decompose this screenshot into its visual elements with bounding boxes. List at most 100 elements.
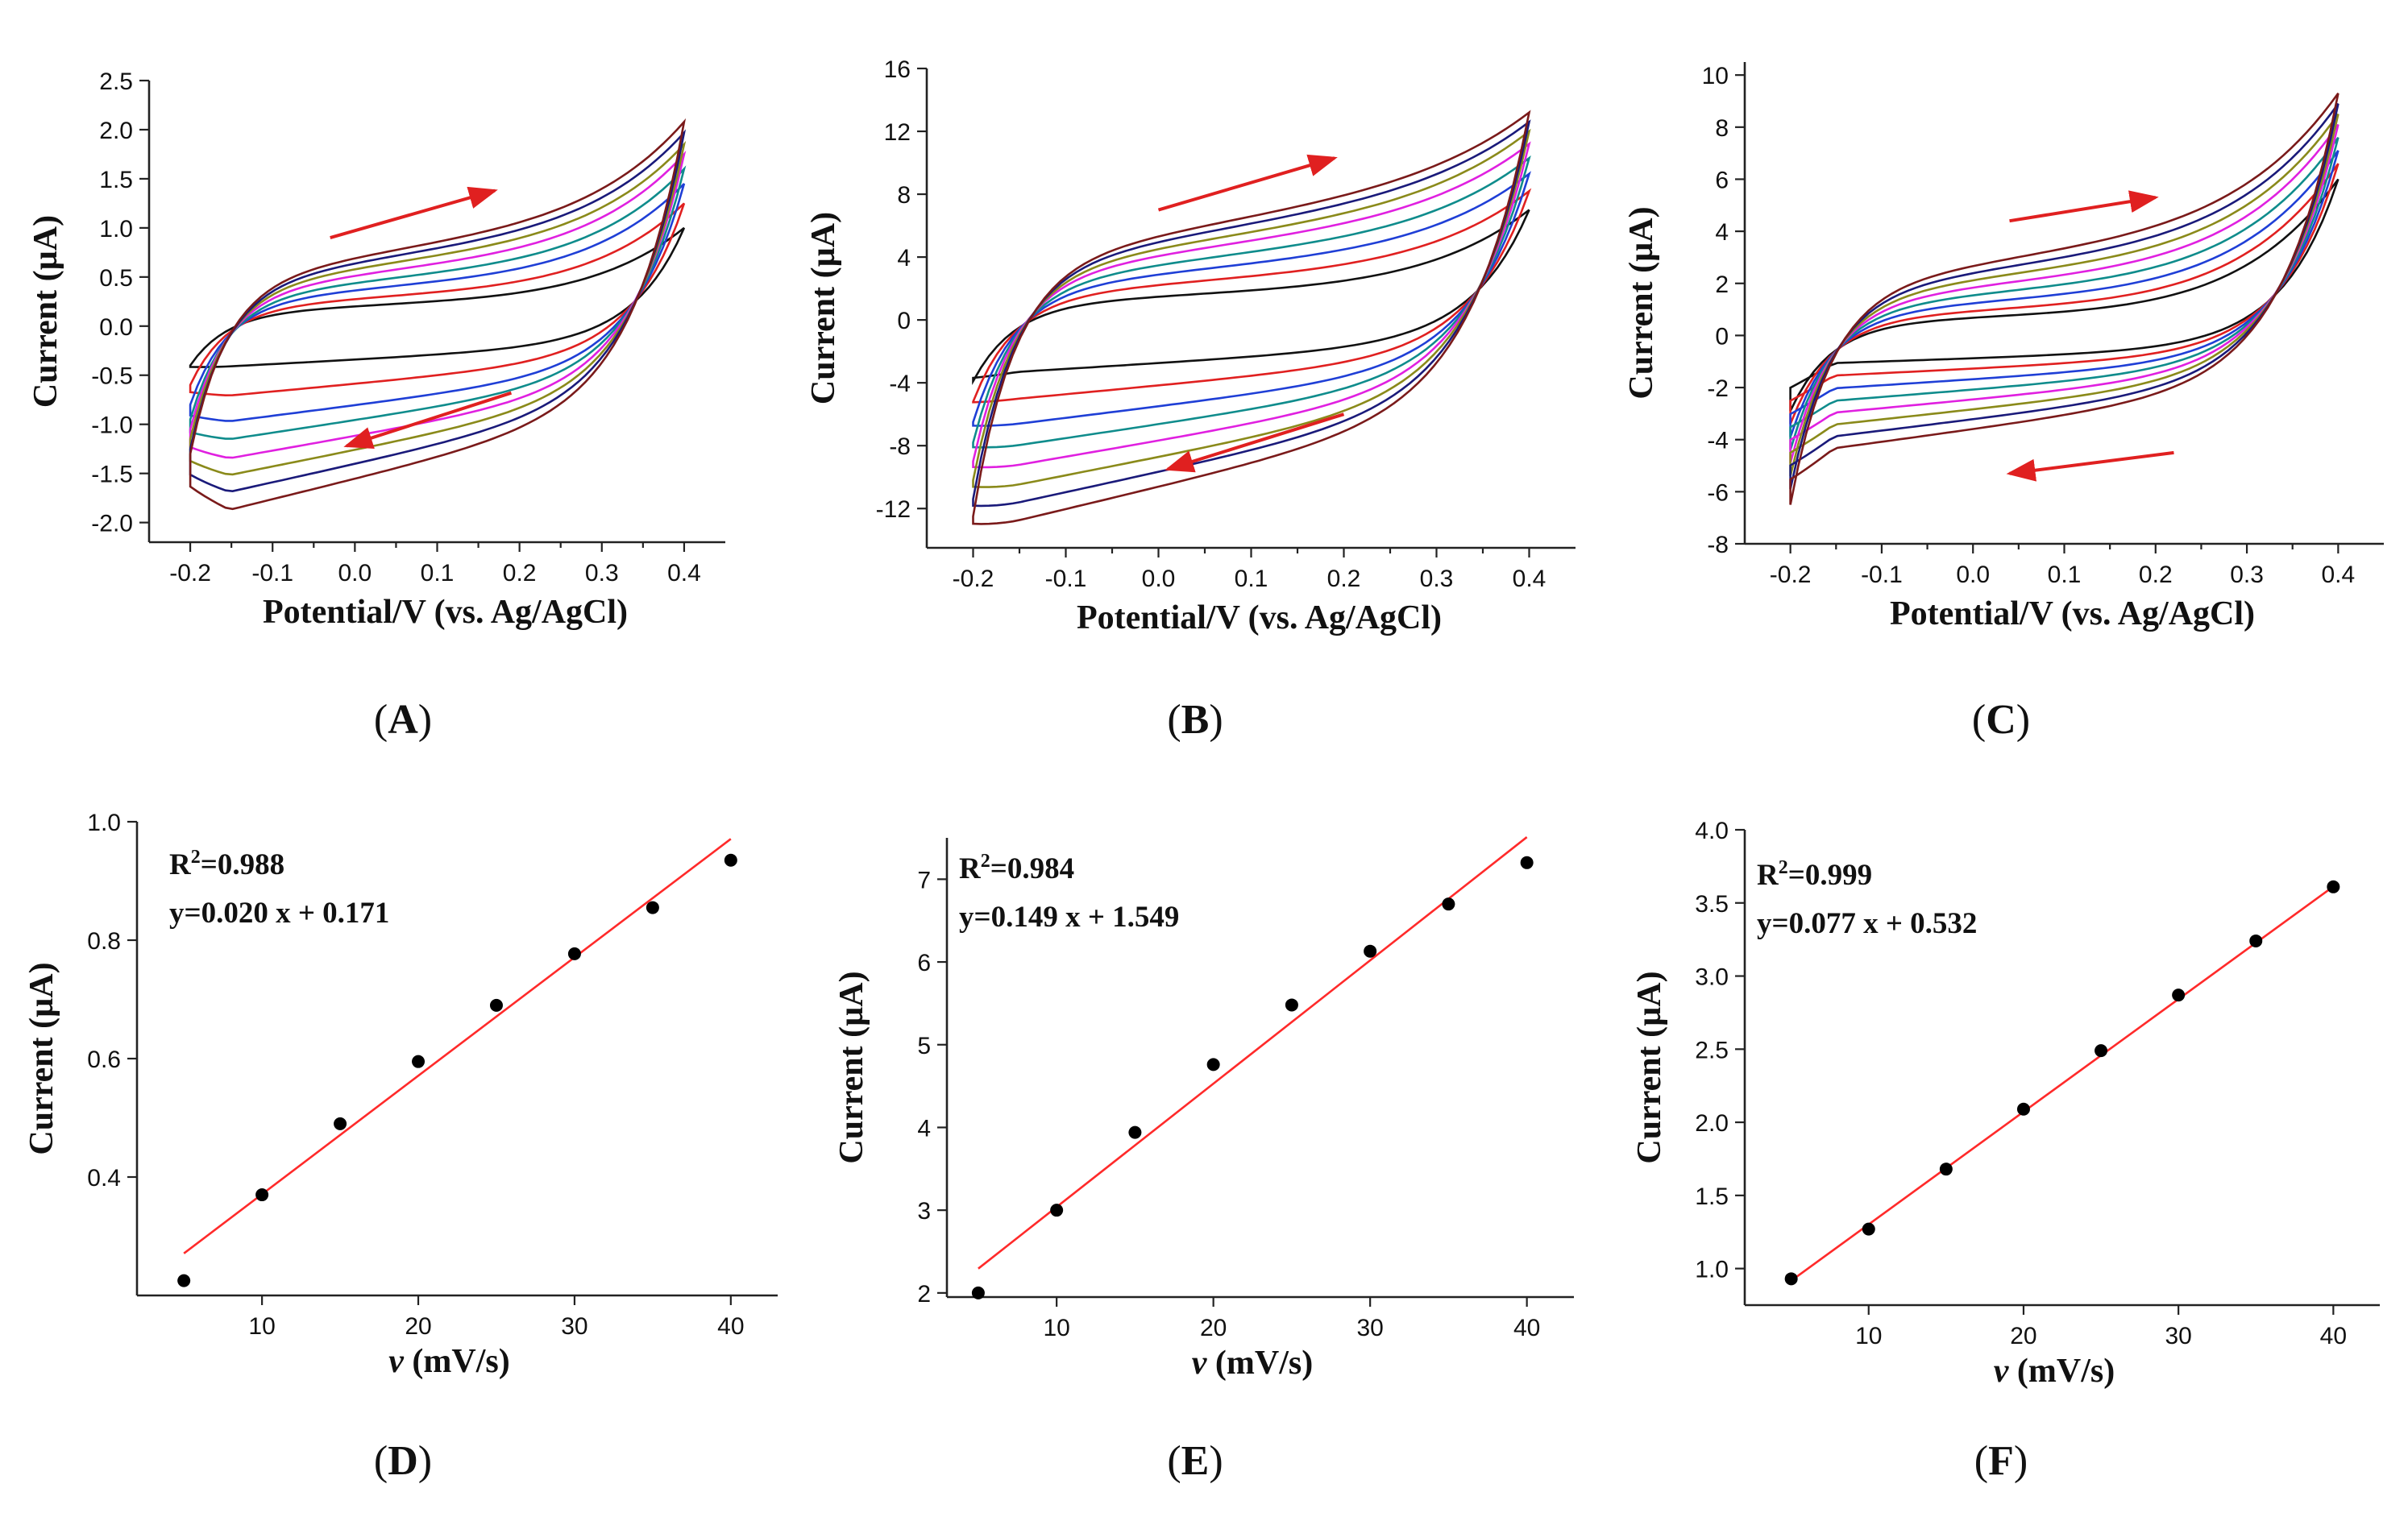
r-squared-sup: 2 bbox=[191, 847, 201, 868]
r-squared-R: R bbox=[1757, 859, 1779, 892]
x-tick-label: 0.2 bbox=[2139, 562, 2173, 588]
y-tick-label: 8 bbox=[897, 182, 911, 209]
y-tick-label: -2 bbox=[1707, 375, 1729, 402]
panel-label-letter: C bbox=[1986, 697, 2016, 743]
data-point bbox=[1050, 1204, 1064, 1217]
cv-curve-series bbox=[972, 171, 1531, 427]
x-axis-title: v (mV/s) bbox=[1192, 1345, 1313, 1382]
y-tick-label: -4 bbox=[889, 371, 911, 397]
y-tick-label: 4 bbox=[897, 245, 911, 271]
panel-label-open: ( bbox=[1974, 1438, 1988, 1484]
x-axis-title: Potential/V (vs. Ag/AgCl) bbox=[263, 594, 628, 631]
data-point bbox=[1939, 1163, 1953, 1176]
fit-equation-annotation: y=0.149 x + 1.549 bbox=[959, 901, 1179, 934]
y-tick-label: 2 bbox=[1715, 271, 1729, 298]
x-tick-label: 30 bbox=[1356, 1315, 1383, 1341]
x-tick-label: 0.0 bbox=[1956, 562, 1990, 588]
cv-curve-series bbox=[189, 226, 686, 368]
cv-curve-series bbox=[972, 209, 1530, 386]
y-tick-label: 0.5 bbox=[99, 265, 133, 292]
y-tick-label: 12 bbox=[884, 119, 911, 146]
x-axis-title: v (mV/s) bbox=[1994, 1353, 2115, 1390]
x-tick-label: -0.2 bbox=[953, 566, 994, 592]
x-tick-label: 20 bbox=[1200, 1315, 1227, 1341]
cv-curve-series bbox=[972, 188, 1532, 404]
x-tick-label: -0.2 bbox=[169, 560, 211, 586]
panel-label-open: ( bbox=[374, 697, 388, 743]
y-tick-label: 6 bbox=[917, 950, 931, 976]
y-tick-label: -4 bbox=[1707, 428, 1729, 454]
data-point bbox=[255, 1188, 269, 1202]
data-point bbox=[2095, 1044, 2108, 1058]
y-tick-label: 3.5 bbox=[1695, 891, 1729, 918]
y-tick-label: -6 bbox=[1707, 479, 1729, 506]
cv-curve-series bbox=[189, 150, 687, 459]
r-squared-annotation: R2=0.988 bbox=[169, 847, 284, 881]
x-axis-title: Potential/V (vs. Ag/AgCl) bbox=[1077, 599, 1442, 636]
cv-curve-series bbox=[189, 118, 687, 511]
r-squared-value: =0.999 bbox=[1788, 859, 1872, 892]
y-tick-label: -1.0 bbox=[91, 412, 133, 439]
x-axis-title-var: v bbox=[388, 1343, 405, 1380]
x-tick-label: 0.0 bbox=[1142, 566, 1176, 592]
x-tick-label: 10 bbox=[1043, 1315, 1069, 1341]
x-tick-label: 0.3 bbox=[2230, 562, 2264, 588]
y-tick-label: 1.0 bbox=[99, 216, 133, 242]
panel-label-close: ) bbox=[1209, 1438, 1223, 1484]
x-axis-title-unit: (mV/s) bbox=[2008, 1353, 2115, 1390]
panel-label-open: ( bbox=[1167, 1438, 1181, 1484]
cv-curve-series bbox=[1789, 178, 2339, 412]
y-tick-label: -8 bbox=[1707, 532, 1729, 558]
x-tick-label: 10 bbox=[1855, 1323, 1882, 1349]
x-tick-label: -0.1 bbox=[1861, 562, 1903, 588]
y-tick-label: -1.5 bbox=[91, 462, 133, 488]
x-tick-label: 20 bbox=[2010, 1323, 2036, 1349]
data-point bbox=[1520, 856, 1534, 869]
y-tick-label: 1.0 bbox=[87, 810, 121, 836]
x-tick-label: 0.4 bbox=[2321, 562, 2355, 588]
y-axis-title: Current (µA) bbox=[27, 215, 64, 408]
panel-label: (D) bbox=[374, 1438, 432, 1484]
data-point bbox=[412, 1055, 426, 1068]
cv-curve-series bbox=[189, 165, 687, 440]
x-tick-label: -0.2 bbox=[1770, 562, 1812, 588]
data-point bbox=[724, 853, 737, 867]
x-axis-title: Potential/V (vs. Ag/AgCl) bbox=[1890, 595, 2255, 632]
r-squared-annotation: R2=0.984 bbox=[959, 851, 1074, 885]
y-tick-label: -8 bbox=[889, 433, 911, 460]
fit-equation-annotation: y=0.077 x + 0.532 bbox=[1757, 907, 1977, 940]
x-tick-label: 0.0 bbox=[338, 560, 372, 586]
x-tick-label: 40 bbox=[717, 1313, 744, 1340]
fit-line bbox=[1790, 885, 2335, 1282]
panel-label-close: ) bbox=[2016, 697, 2030, 743]
x-tick-label: 0.2 bbox=[503, 560, 537, 586]
x-tick-label: 30 bbox=[561, 1313, 587, 1340]
data-point bbox=[1442, 897, 1455, 911]
x-axis-title-var: v bbox=[1994, 1353, 2010, 1390]
y-axis-title: Current (µA) bbox=[1623, 206, 1660, 399]
data-point bbox=[2016, 1102, 2030, 1116]
cv-curve-series bbox=[189, 183, 686, 422]
y-tick-label: 16 bbox=[884, 56, 911, 83]
x-tick-label: 20 bbox=[405, 1313, 431, 1340]
x-tick-label: 40 bbox=[1513, 1315, 1540, 1341]
scan-arrow-forward bbox=[330, 186, 498, 239]
cv-curve-series bbox=[972, 141, 1531, 469]
r-squared-sup: 2 bbox=[1779, 857, 1788, 878]
fit-line bbox=[978, 836, 1528, 1270]
y-axis-title: Current (µA) bbox=[833, 971, 870, 1163]
data-point bbox=[1206, 1058, 1220, 1071]
data-point bbox=[1285, 998, 1298, 1012]
y-tick-label: -12 bbox=[876, 496, 911, 523]
fit-line bbox=[183, 838, 732, 1254]
y-tick-label: 2.5 bbox=[1695, 1037, 1729, 1063]
panel-d: 10 20 30 40 1.0 0.8 0.6 0.4 v (mV/s) Current (µA)… bbox=[23, 810, 778, 1484]
data-point bbox=[2249, 934, 2263, 947]
x-tick-label: 0.2 bbox=[1327, 566, 1361, 592]
y-tick-label: 5 bbox=[917, 1033, 931, 1059]
x-tick-label: 30 bbox=[2165, 1323, 2191, 1349]
data-point bbox=[489, 998, 503, 1012]
y-tick-label: 0.4 bbox=[87, 1165, 121, 1192]
scan-arrow-reverse bbox=[343, 391, 513, 450]
y-tick-label: -2.0 bbox=[91, 511, 133, 537]
